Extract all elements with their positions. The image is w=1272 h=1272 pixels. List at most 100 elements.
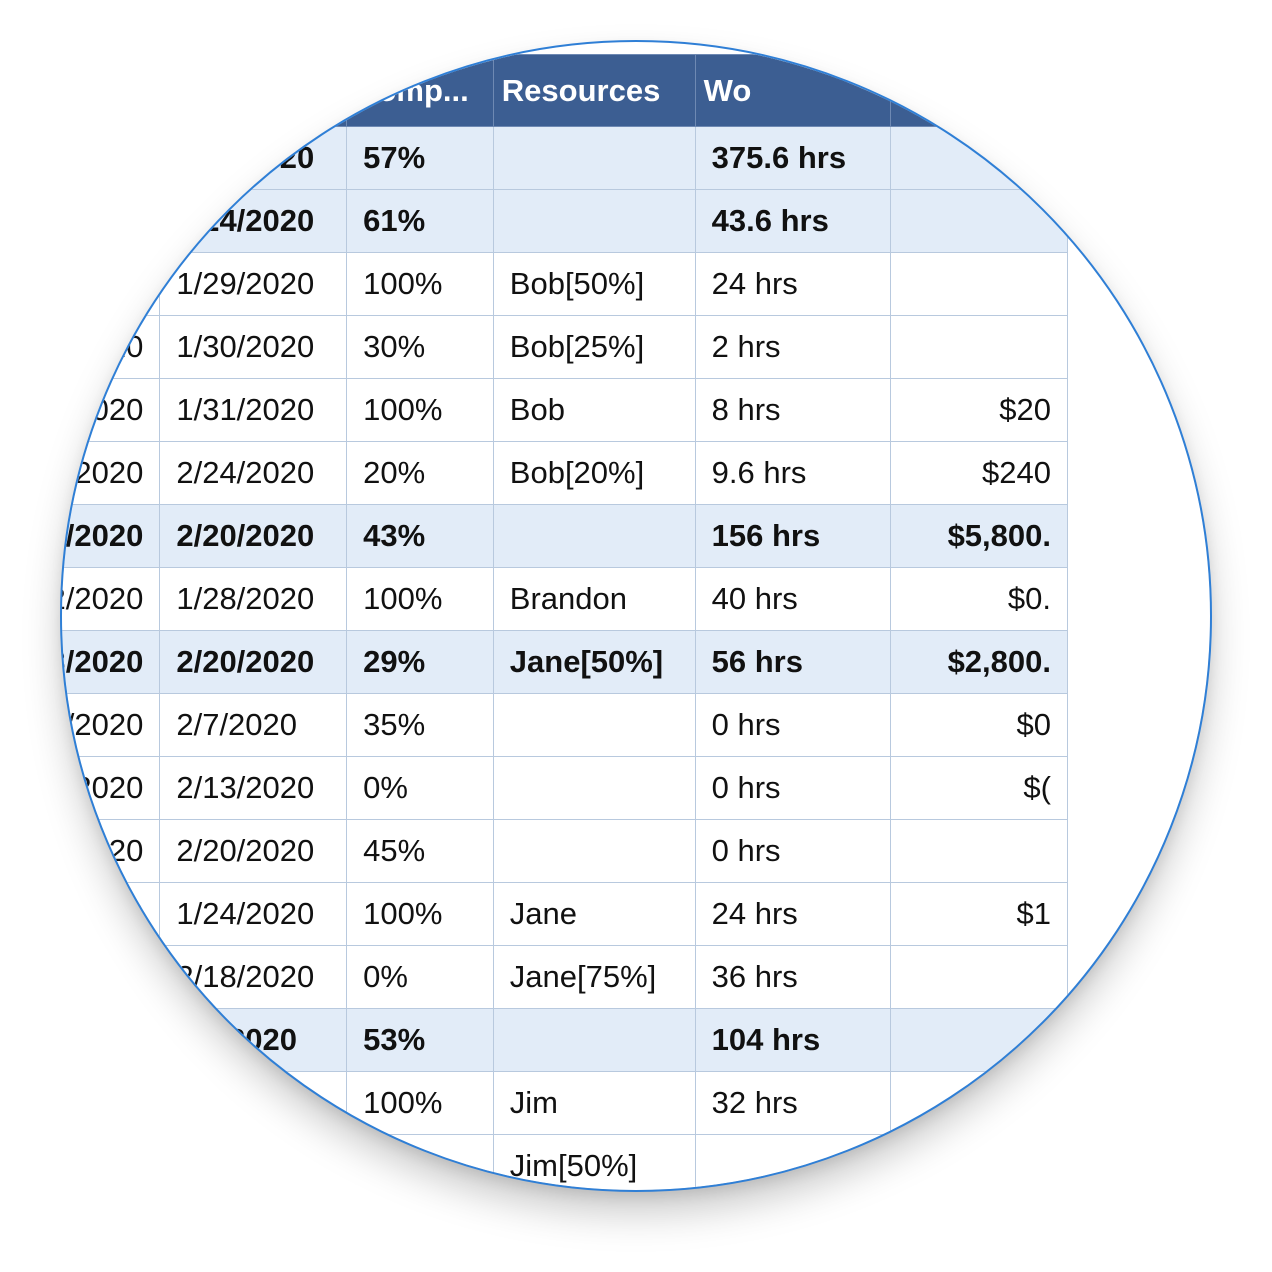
- cell-work[interactable]: 0 hrs: [694, 756, 892, 820]
- cell-cost[interactable]: $5,800.: [890, 504, 1068, 568]
- cell-cost[interactable]: $0: [890, 693, 1068, 757]
- cell-complete[interactable]: 57%: [346, 126, 494, 190]
- cell-cost[interactable]: [890, 189, 1068, 253]
- cell-complete[interactable]: 45%: [346, 819, 494, 883]
- cell-start[interactable]: 1/22/2020: [62, 504, 161, 568]
- cell-cost[interactable]: [890, 252, 1068, 316]
- cell-cost[interactable]: [890, 1071, 1068, 1135]
- cell-cost[interactable]: $20: [890, 378, 1068, 442]
- cell-cost[interactable]: [890, 1134, 1068, 1190]
- task-row[interactable]: 020 1/29/2020 100% Bob[50%] 24 hrs: [62, 252, 1068, 316]
- cell-finish[interactable]: 2/18/2020: [159, 945, 348, 1009]
- cell-finish[interactable]: 1/30/2020: [159, 315, 348, 379]
- task-row[interactable]: 2020 1/24/2020 100% Jane 24 hrs $1: [62, 882, 1068, 946]
- summary-row[interactable]: 3/9/2020 53% 104 hrs: [62, 1008, 1068, 1072]
- cell-finish[interactable]: 2/24/2020: [159, 441, 348, 505]
- cell-work[interactable]: 40 hrs: [694, 567, 892, 631]
- task-row[interactable]: 20 2/18/2020 0% Jane[75%] 36 hrs: [62, 945, 1068, 1009]
- column-header-cost[interactable]: [890, 54, 1068, 127]
- cell-cost[interactable]: [890, 819, 1068, 883]
- cell-work[interactable]: 0 hrs: [694, 819, 892, 883]
- cell-resources[interactable]: [492, 1008, 696, 1072]
- cell-start[interactable]: [62, 1071, 161, 1135]
- cell-resources[interactable]: [492, 693, 696, 757]
- cell-start[interactable]: 020: [62, 252, 161, 316]
- cell-resources[interactable]: [492, 189, 696, 253]
- cell-cost[interactable]: $1: [890, 882, 1068, 946]
- cell-start[interactable]: 1/22/2020: [62, 567, 161, 631]
- cell-finish[interactable]: 1/24/2020: [159, 882, 348, 946]
- cell-resources[interactable]: Jane[50%]: [492, 630, 696, 694]
- cell-cost[interactable]: [890, 945, 1068, 1009]
- cell-work[interactable]: 375.6 hrs: [694, 126, 892, 190]
- cell-work[interactable]: 2 hrs: [694, 315, 892, 379]
- cell-complete[interactable]: 35%: [346, 693, 494, 757]
- summary-row[interactable]: 2/24/2020 61% 43.6 hrs: [62, 189, 1068, 253]
- cell-complete[interactable]: 53%: [346, 1008, 494, 1072]
- cell-start[interactable]: [62, 1134, 161, 1190]
- cell-resources[interactable]: Jim: [492, 1071, 696, 1135]
- cell-cost[interactable]: $(: [890, 756, 1068, 820]
- cell-finish[interactable]: 2/20/2020: [159, 819, 348, 883]
- cell-work[interactable]: 56 hrs: [694, 630, 892, 694]
- cell-start[interactable]: [62, 126, 161, 190]
- summary-row[interactable]: 3/25/2020 57% 375.6 hrs: [62, 126, 1068, 190]
- cell-resources[interactable]: [492, 819, 696, 883]
- cell-work[interactable]: 104 hrs: [694, 1008, 892, 1072]
- cell-start[interactable]: 2/3/2020: [62, 630, 161, 694]
- cell-finish[interactable]: 2/20/2020: [159, 504, 348, 568]
- cell-resources[interactable]: Bob[20%]: [492, 441, 696, 505]
- column-header-start[interactable]: [62, 54, 161, 127]
- cell-work[interactable]: [694, 1134, 892, 1190]
- cell-finish[interactable]: 3/9/2020: [159, 1008, 348, 1072]
- cell-finish[interactable]: 1/29/2020: [159, 252, 348, 316]
- cell-resources[interactable]: [492, 756, 696, 820]
- cell-complete[interactable]: 43%: [346, 504, 494, 568]
- cell-complete[interactable]: 100%: [346, 1071, 494, 1135]
- cell-complete[interactable]: 100%: [346, 252, 494, 316]
- cell-resources[interactable]: Brandon: [492, 567, 696, 631]
- cell-complete[interactable]: 29%: [346, 630, 494, 694]
- task-row[interactable]: 0% Jim[50%]: [62, 1134, 1068, 1190]
- cell-finish[interactable]: 2/7/2020: [159, 693, 348, 757]
- cell-start[interactable]: 4/2020: [62, 819, 161, 883]
- cell-finish[interactable]: [159, 1134, 348, 1190]
- cell-start[interactable]: 2020: [62, 882, 161, 946]
- cell-complete[interactable]: 100%: [346, 378, 494, 442]
- cell-work[interactable]: 24 hrs: [694, 252, 892, 316]
- cell-start[interactable]: /2020: [62, 315, 161, 379]
- cell-resources[interactable]: Jim[50%]: [492, 1134, 696, 1190]
- cell-start[interactable]: 2/3/2020: [62, 693, 161, 757]
- cell-resources[interactable]: Jane: [492, 882, 696, 946]
- cell-cost[interactable]: [890, 126, 1068, 190]
- cell-resources[interactable]: Jane[75%]: [492, 945, 696, 1009]
- cell-start[interactable]: 20: [62, 945, 161, 1009]
- cell-resources[interactable]: [492, 504, 696, 568]
- cell-finish[interactable]: 6/2020: [159, 1071, 348, 1135]
- cell-complete[interactable]: 30%: [346, 315, 494, 379]
- cell-complete[interactable]: 100%: [346, 882, 494, 946]
- cell-work[interactable]: 8 hrs: [694, 378, 892, 442]
- cell-resources[interactable]: Bob[50%]: [492, 252, 696, 316]
- cell-resources[interactable]: Bob: [492, 378, 696, 442]
- cell-complete[interactable]: 0%: [346, 945, 494, 1009]
- cell-finish[interactable]: 3/25/2020: [159, 126, 348, 190]
- cell-complete[interactable]: 20%: [346, 441, 494, 505]
- cell-work[interactable]: 24 hrs: [694, 882, 892, 946]
- cell-work[interactable]: 9.6 hrs: [694, 441, 892, 505]
- cell-start[interactable]: [62, 189, 161, 253]
- cell-work[interactable]: 32 hrs: [694, 1071, 892, 1135]
- cell-start[interactable]: 31/2020: [62, 378, 161, 442]
- cell-complete[interactable]: 61%: [346, 189, 494, 253]
- cell-finish[interactable]: 2/20/2020: [159, 630, 348, 694]
- task-row[interactable]: /2020 1/30/2020 30% Bob[25%] 2 hrs: [62, 315, 1068, 379]
- cell-complete[interactable]: 100%: [346, 567, 494, 631]
